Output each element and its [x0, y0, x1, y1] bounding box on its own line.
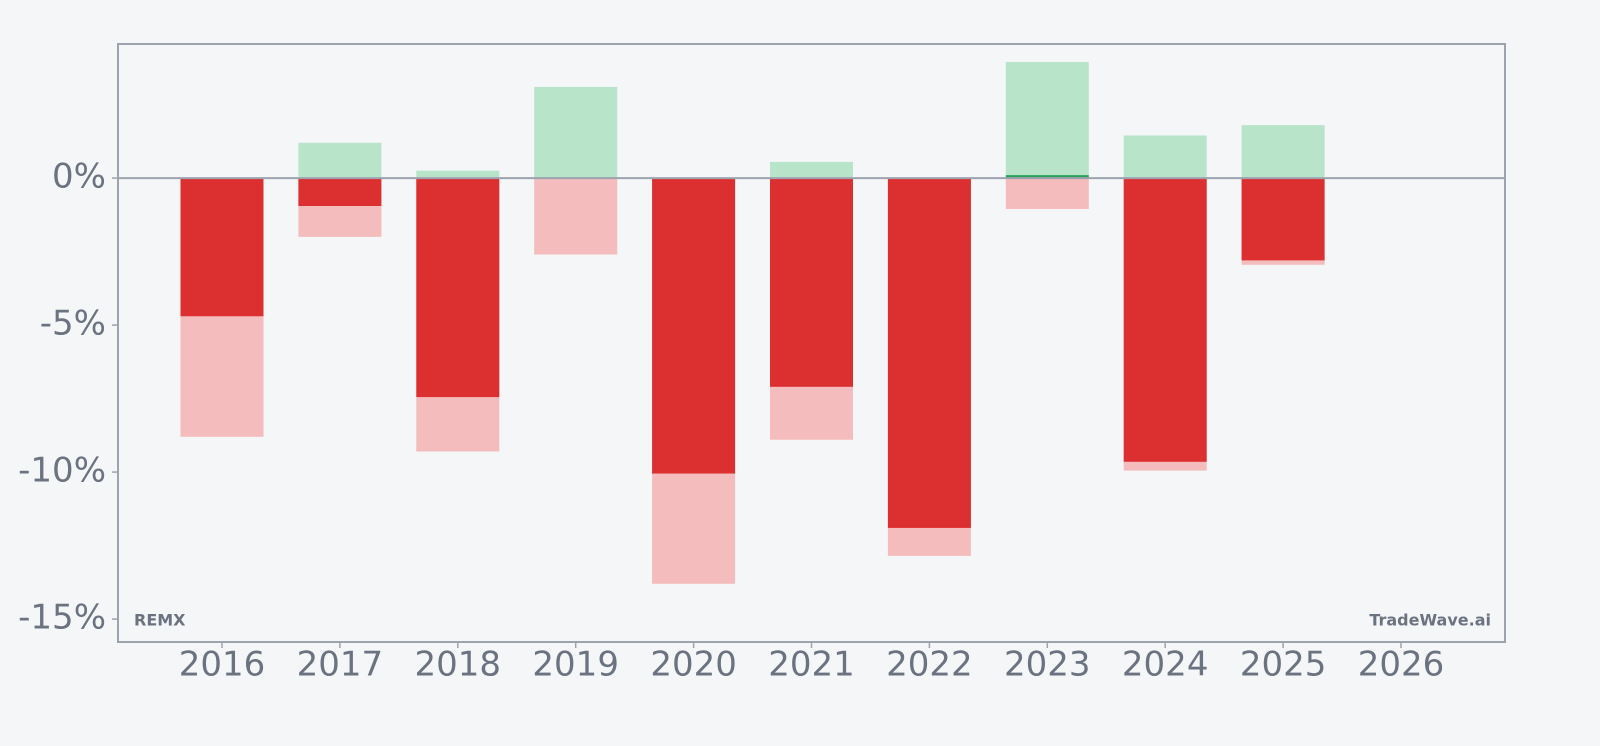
brand-label: TradeWave.ai — [1369, 611, 1491, 630]
plot-frame — [117, 43, 1506, 643]
bar-return — [298, 178, 382, 206]
y-tick-label: -5% — [40, 304, 106, 344]
bar-gain — [1005, 61, 1089, 179]
bar-gain — [770, 161, 853, 179]
x-tick-label: 2024 — [1122, 645, 1209, 685]
bar-gain — [1123, 135, 1207, 179]
bar-return — [652, 178, 736, 474]
x-tick-label: 2016 — [179, 645, 266, 685]
y-tick-label: -15% — [18, 598, 106, 638]
x-tick-label: 2022 — [886, 645, 973, 685]
bar-return — [1241, 178, 1325, 261]
bar-drawdown — [534, 178, 618, 255]
x-tick-label: 2017 — [297, 645, 384, 685]
x-tick-label: 2021 — [768, 645, 855, 685]
y-tick-label: -10% — [18, 451, 106, 491]
bar-gain — [416, 170, 500, 179]
bar-gain — [534, 86, 618, 179]
bar-return — [887, 178, 971, 528]
y-tick-label: 0% — [52, 157, 106, 197]
bar-drawdown — [1005, 178, 1089, 209]
bar-gain — [1241, 125, 1325, 179]
x-tick-label: 2025 — [1240, 645, 1327, 685]
bar-return — [416, 178, 500, 398]
x-tick-label: 2019 — [532, 645, 619, 685]
bar-return — [180, 178, 264, 317]
x-tick-label: 2026 — [1358, 645, 1445, 685]
x-tick-label: 2023 — [1004, 645, 1091, 685]
bar-return — [1123, 178, 1207, 462]
bar-return — [770, 178, 853, 387]
x-tick-label: 2018 — [415, 645, 502, 685]
ticker-label: REMX — [134, 611, 186, 630]
bar-return — [1005, 175, 1089, 179]
x-tick-label: 2020 — [650, 645, 737, 685]
bar-gain — [298, 142, 382, 179]
